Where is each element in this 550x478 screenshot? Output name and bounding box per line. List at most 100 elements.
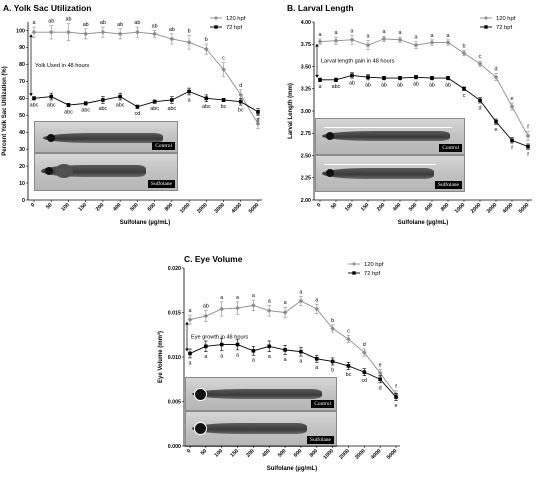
significance-letter: d [363,342,366,348]
y-tick-label: 0.010 [168,355,181,361]
significance-letter: b [463,43,466,49]
x-tick-label: 100 [344,202,355,213]
significance-letter: c [222,56,225,62]
significance-letter: f [527,152,529,158]
data-point [135,104,140,109]
y-tick-label: 3.75 [301,42,311,48]
significance-letter: abc [47,102,56,108]
significance-letter: f [511,146,513,152]
larva-shape [192,423,307,434]
y-axis-label: Larval Length (mm) [288,83,294,139]
significance-letter: ab [48,18,54,24]
data-point [430,76,434,80]
larva-eye [326,132,334,140]
x-tick-label: 500 [408,202,419,213]
series-line-72hpf [320,74,529,148]
y-tick-label: 0.015 [168,310,181,316]
y-tick-label: 100 [16,28,25,34]
data-point [152,31,158,37]
data-point [346,336,351,342]
significance-letter: bc [221,104,227,110]
significance-letter: abc [116,102,125,108]
significance-letter: a [204,354,207,360]
significance-letter: d [479,105,482,111]
y-tick-label: 2.75 [301,131,311,137]
significance-letter: abc [167,106,176,112]
x-tick-label: 100 [60,202,71,213]
significance-letter: a [236,352,239,358]
significance-letter: a [299,289,302,295]
x-axis-label: Sulfolane (µg/mL) [120,220,170,226]
data-point [283,348,287,352]
significance-letter: a [268,298,271,304]
data-point [314,356,319,361]
data-point [48,29,54,35]
x-tick-label: 500 [129,202,140,213]
data-point [509,104,515,109]
y-tick-label: 40 [19,130,25,136]
significance-letter: ab [365,82,371,88]
larva-eye [194,422,207,435]
x-tick-label: 50 [330,202,338,210]
y-tick-label: 0.000 [168,444,181,450]
control-larva-image: Control [315,118,465,155]
legend-marker [484,25,488,29]
x-tick-label: 150 [78,202,89,213]
data-point [32,96,36,101]
x-tick-label: 600 [293,448,304,459]
significance-letter: a [220,353,223,359]
y-tick-label: 0 [22,198,25,204]
sulfolane-larva-image: Sulfolane [185,411,337,447]
significance-letter: ab [203,304,209,310]
data-point [526,144,530,149]
x-tick-label: 600 [147,202,158,213]
legend-label: 72 hpf [364,271,381,277]
significance-letter: bc [346,372,352,378]
data-point [510,138,514,143]
sulfolane-larva-image: Sulfolane [34,153,178,191]
x-tick-label: 400 [261,448,272,459]
larva-shape [43,133,163,143]
x-tick-label: 5000 [248,202,261,215]
series-line-120hpf [319,38,529,137]
annotation-text: Larval length gain in 48 hours [321,59,395,65]
panel-title: C. Eye Volume [184,254,243,264]
significance-letter: ab [117,22,123,28]
significance-letter: a [415,35,418,41]
y-tick-label: 10 [19,181,25,187]
x-tick-label: 5000 [386,448,399,461]
x-tick-label: 600 [424,202,435,213]
significance-letter: d [239,83,242,89]
image-label: Control [152,142,175,150]
data-point [362,370,367,374]
x-tick-label: 100 [214,448,225,459]
data-point [314,306,320,312]
significance-letter: a [189,308,192,314]
data-point [330,359,335,364]
significance-letter: abc [150,106,159,112]
data-point [461,50,467,56]
data-point [445,40,451,45]
larva-yolk [55,164,73,178]
x-tick-label: 2000 [338,448,351,461]
x-tick-label: 2000 [196,202,209,215]
panel-larval-length: B. Larval Length Control Sulfolane 2.00 2… [278,0,550,230]
significance-letter: ab [65,17,71,23]
data-point [346,364,351,368]
data-point [66,103,71,107]
data-point [361,350,367,355]
y-tick-label: 20 [19,164,25,170]
data-point [152,99,157,104]
significance-letter: c [347,329,350,335]
legend-marker [484,16,488,20]
sulfolane-larva-image: Sulfolane [315,155,465,192]
data-point [187,317,193,323]
data-point [49,94,54,99]
data-point [83,101,88,106]
data-point [235,342,240,347]
data-point [267,344,272,349]
significance-letter: ab [83,22,89,28]
significance-letter: a [447,33,450,39]
data-point [333,38,339,44]
y-axis-label: Percent Yolk Sac Utilization (%) [2,66,8,155]
